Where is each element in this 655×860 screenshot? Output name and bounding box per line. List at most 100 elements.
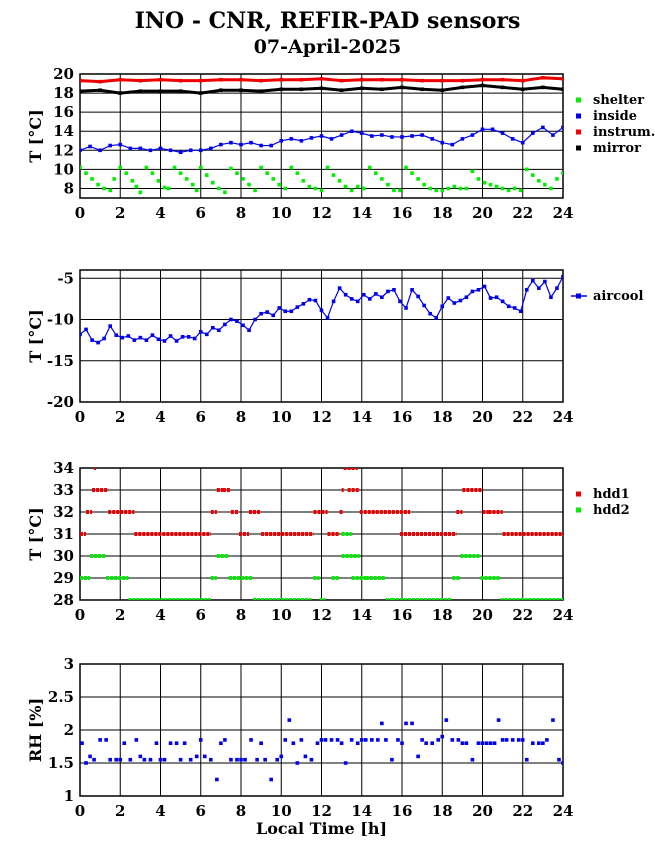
y-tick-label: 30 <box>53 547 74 565</box>
data-point <box>96 182 100 187</box>
data-point <box>138 335 143 340</box>
data-point <box>275 757 280 762</box>
legend-swatch <box>576 97 581 103</box>
x-tick-label: 24 <box>553 204 574 222</box>
data-point <box>470 757 475 762</box>
x-tick-label: 10 <box>271 408 292 426</box>
data-point <box>144 338 149 342</box>
data-point <box>458 186 463 191</box>
data-point <box>198 91 203 95</box>
data-point <box>162 185 167 190</box>
data-point <box>239 142 243 147</box>
data-point <box>283 309 288 314</box>
x-tick-label: 24 <box>553 802 574 820</box>
x-tick-label: 18 <box>432 606 453 624</box>
data-point <box>209 146 213 151</box>
data-point <box>259 89 263 93</box>
data-point <box>211 180 215 185</box>
data-point <box>428 186 432 191</box>
data-point <box>422 182 426 187</box>
data-point <box>108 143 112 148</box>
data-point <box>301 302 306 306</box>
x-tick-label: 14 <box>351 802 372 820</box>
data-point <box>253 188 257 193</box>
data-point <box>531 741 535 745</box>
data-point <box>271 177 275 181</box>
data-point <box>494 295 499 300</box>
data-point <box>150 333 155 337</box>
data-point <box>510 738 515 742</box>
data-point <box>524 757 529 762</box>
data-point <box>265 310 269 314</box>
x-tick-label: 16 <box>392 606 413 624</box>
legend-swatch <box>576 129 581 135</box>
data-point <box>440 78 445 83</box>
data-point <box>98 738 102 742</box>
x-tick-label: 12 <box>311 606 332 624</box>
data-point <box>186 335 191 339</box>
data-point <box>323 738 328 742</box>
y-tick-label: 2 <box>64 721 74 739</box>
x-tick-label: 12 <box>311 204 332 222</box>
data-point <box>390 135 394 139</box>
data-point <box>456 738 461 742</box>
y-tick-label: 18 <box>53 84 74 102</box>
data-point <box>148 757 153 762</box>
data-point <box>551 133 555 137</box>
data-point <box>138 78 143 83</box>
data-point <box>148 148 153 153</box>
data-point <box>235 171 239 175</box>
data-point <box>349 297 354 301</box>
data-point <box>122 741 127 745</box>
data-point <box>247 328 251 333</box>
data-point <box>178 78 183 83</box>
x-tick-label: 20 <box>472 606 493 624</box>
data-point <box>349 129 354 134</box>
data-point <box>520 78 525 83</box>
legend-swatch <box>576 145 581 151</box>
data-point <box>434 188 439 193</box>
data-point <box>460 137 465 141</box>
data-point <box>557 757 561 762</box>
data-point <box>531 278 535 283</box>
data-point <box>269 777 273 782</box>
data-point <box>380 77 384 82</box>
data-point <box>259 311 263 316</box>
x-tick-label: 18 <box>432 802 453 820</box>
data-point <box>464 741 469 745</box>
x-tick-label: 2 <box>115 408 125 426</box>
data-point <box>158 757 163 762</box>
x-tick-label: 4 <box>155 204 165 222</box>
data-point <box>440 734 445 739</box>
x-tick-label: 6 <box>196 606 206 624</box>
data-point <box>549 295 553 300</box>
data-point <box>339 133 344 137</box>
data-point <box>194 754 199 759</box>
series-aircool <box>80 274 563 345</box>
data-point <box>307 297 312 302</box>
y-tick-label: 16 <box>53 103 74 121</box>
data-point <box>400 741 404 745</box>
x-tick-label: 0 <box>75 802 85 820</box>
data-point <box>118 165 123 170</box>
data-point <box>90 338 94 342</box>
plot-area <box>80 718 563 782</box>
plot-frame <box>79 73 564 199</box>
data-point <box>217 328 221 333</box>
data-point <box>561 76 563 81</box>
data-point <box>166 186 171 191</box>
data-point <box>168 334 173 338</box>
x-tick-label: 10 <box>271 802 292 820</box>
data-point <box>524 167 529 172</box>
data-point <box>504 738 509 742</box>
y-tick-label: 10 <box>53 160 74 178</box>
y-axis-label: T [°C] <box>26 507 45 560</box>
data-point <box>331 299 336 304</box>
data-point <box>198 330 203 334</box>
y-tick-label: -15 <box>47 352 74 370</box>
data-point <box>158 77 163 82</box>
data-point <box>518 309 523 314</box>
data-point <box>460 85 465 90</box>
data-point <box>174 339 179 343</box>
data-point <box>359 738 364 742</box>
